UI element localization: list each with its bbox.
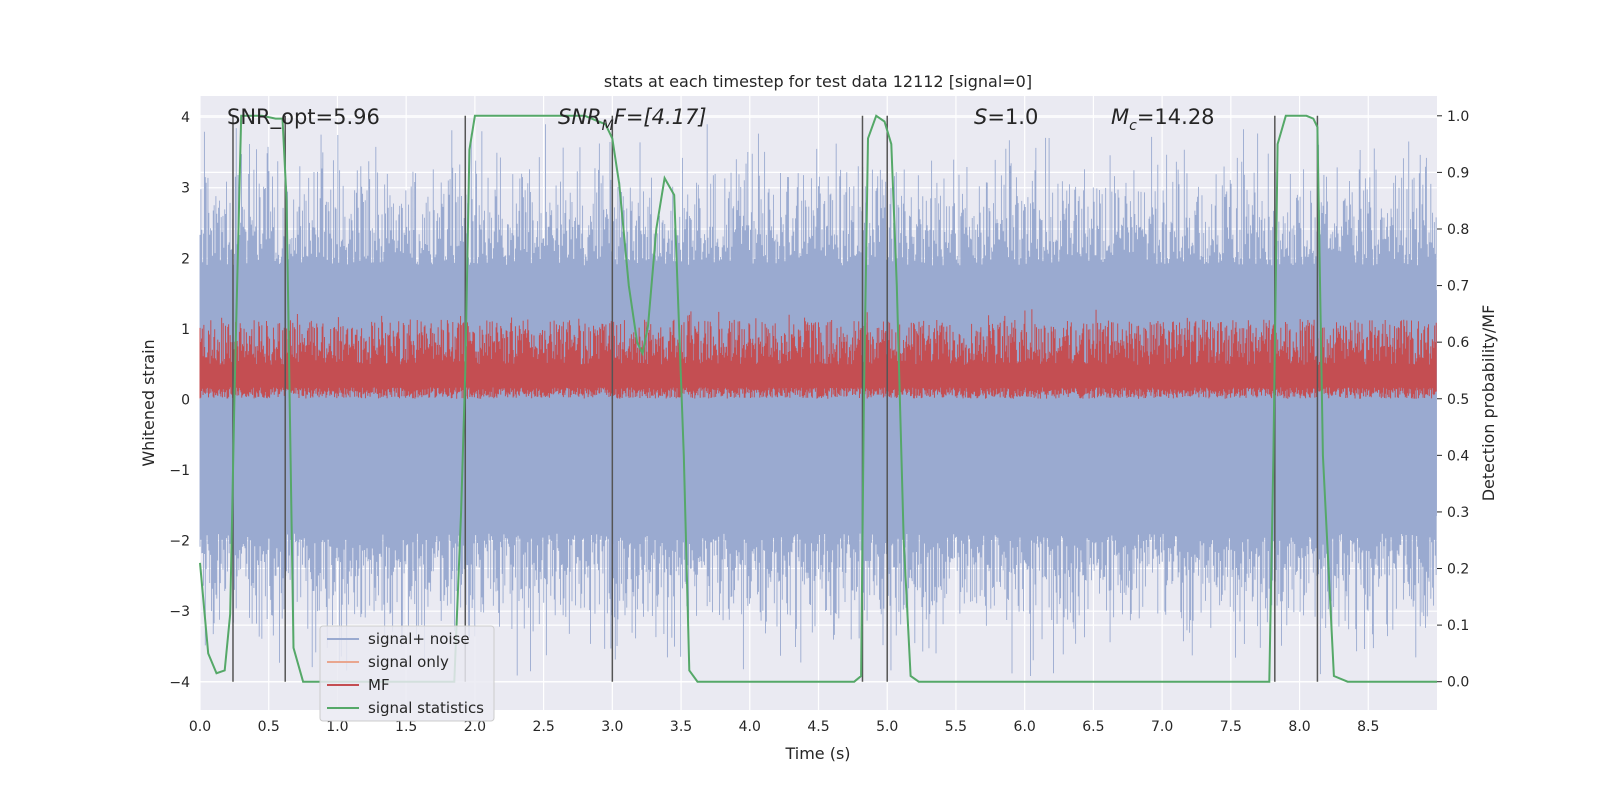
y-tick-label-right: 0.6	[1447, 335, 1469, 351]
x-tick-label: 3.5	[670, 719, 692, 735]
annotation-snr-opt: SNR_opt=5.96	[227, 105, 380, 130]
y-axis-label-right: Detection probability/MF	[1479, 305, 1498, 502]
signal-statistics-line	[199, 114, 1437, 683]
y-tick-label-right: 0.8	[1447, 222, 1469, 238]
y-ticks-right: 1.0 0.9 0.8 0.7 0.6 0.5 0.4 0.3 0.2 0.1 0.0	[1437, 109, 1469, 691]
x-tick-label: 3.0	[601, 719, 623, 735]
y-tick-label-left: 1	[181, 322, 190, 338]
x-tick-label: 8.5	[1357, 719, 1379, 735]
y-tick-label-right: 0.0	[1447, 675, 1469, 691]
x-tick-label: 2.0	[464, 719, 486, 735]
legend-label-signal-only: signal only	[368, 653, 449, 671]
chart-title: stats at each timestep for test data 121…	[604, 72, 1032, 91]
annotation-snr-mf-base: SNR	[558, 105, 602, 129]
y-tick-label-left: −3	[169, 604, 190, 620]
x-tick-label: 5.0	[876, 719, 898, 735]
annotation-snr-mf-sub: M	[602, 118, 614, 134]
x-tick-label: 7.0	[1151, 719, 1173, 735]
legend-label-signal-statistics: signal statistics	[368, 699, 484, 717]
signal-statistics-series	[199, 114, 1437, 683]
x-tick-label: 2.5	[532, 719, 554, 735]
y-tick-label-left: −2	[169, 534, 190, 550]
y-tick-label-right: 0.1	[1447, 618, 1469, 634]
annotation-s-val: =1.0	[987, 105, 1038, 129]
y-tick-label-right: 0.3	[1447, 505, 1469, 521]
y-tick-label-right: 0.4	[1447, 448, 1469, 464]
x-tick-label: 1.0	[326, 719, 348, 735]
legend-label-mf: MF	[368, 676, 390, 694]
legend-box	[319, 625, 495, 722]
y-axis-label-left: Whitened strain	[139, 339, 158, 466]
annotation-s: S=1.0	[974, 105, 1038, 129]
x-tick-label: 8.0	[1288, 719, 1310, 735]
y-tick-label-left: 3	[181, 181, 190, 197]
annotation-s-var: S	[974, 105, 987, 129]
x-tick-label: 6.0	[1014, 719, 1036, 735]
x-tick-label: 0.5	[258, 719, 280, 735]
annotation-mc: Mc=14.28	[1111, 105, 1215, 134]
y-tick-label-left: 0	[181, 392, 190, 408]
annotation-mc-var: M	[1111, 105, 1129, 129]
x-tick-label: 6.5	[1082, 719, 1104, 735]
y-tick-label-right: 0.9	[1447, 165, 1469, 181]
y-tick-label-left: 2	[181, 251, 190, 267]
x-axis-label: Time (s)	[784, 744, 850, 763]
y-tick-label-right: 1.0	[1447, 109, 1469, 125]
y-tick-label-right: 0.5	[1447, 392, 1469, 408]
annotation-mc-sub: c	[1129, 118, 1137, 134]
x-tick-label: 0.0	[189, 719, 211, 735]
annotation-mc-val: =14.28	[1137, 105, 1215, 129]
annotation-snr-mf: SNRMF=[4.17]	[558, 105, 707, 134]
y-tick-label-right: 0.2	[1447, 562, 1469, 578]
x-tick-label: 4.0	[739, 719, 761, 735]
x-ticks: 0.0 0.5 1.0 1.5 2.0 2.5 3.0 3.5 4.0 4.5 5.0 5.5 6.0 6…	[189, 719, 1380, 735]
y-tick-label-left: 4	[181, 110, 190, 126]
x-tick-label: 5.5	[945, 719, 967, 735]
y-tick-label-right: 0.7	[1447, 279, 1469, 295]
y-ticks-left: 4 3 2 1 0 −1 −2 −3 −4	[169, 110, 190, 691]
legend: signal+ noise signal only MF signal stat…	[319, 625, 495, 722]
x-tick-label: 4.5	[807, 719, 829, 735]
annotation-snr-mf-rest: F=[4.17]	[614, 105, 707, 129]
y-tick-label-left: −4	[169, 675, 190, 691]
x-tick-label: 1.5	[395, 719, 417, 735]
x-tick-label: 7.5	[1220, 719, 1242, 735]
y-tick-label-left: −1	[169, 463, 190, 479]
legend-label-noise: signal+ noise	[368, 630, 470, 648]
